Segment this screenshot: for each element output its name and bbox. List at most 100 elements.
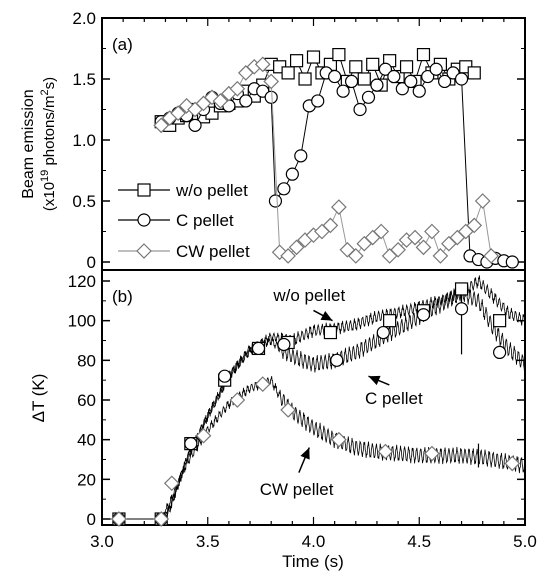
legend-marker xyxy=(136,243,152,259)
legend-label: w/o pellet xyxy=(175,181,248,200)
data-point xyxy=(390,241,406,258)
panel-b-x-tick-label: 3.0 xyxy=(90,532,114,551)
panel-b-x-tick-label: 4.5 xyxy=(407,532,431,551)
data-point xyxy=(438,74,452,89)
annotation: w/o pellet xyxy=(272,286,345,322)
panel-a-y-axis: 0 0.5 1.0 1.5 2.0 xyxy=(72,9,526,272)
data-point xyxy=(454,302,469,316)
data-point xyxy=(383,314,397,328)
panel-b-traces xyxy=(102,275,526,520)
data-point xyxy=(370,78,384,92)
data-point xyxy=(416,47,431,62)
data-point xyxy=(454,282,469,296)
panel-b-x-tick-label: 3.5 xyxy=(196,532,220,551)
data-point xyxy=(378,62,393,76)
data-point xyxy=(412,84,426,98)
data-point xyxy=(395,82,409,96)
data-point xyxy=(331,199,347,215)
panel-b-y-tick-label: 80 xyxy=(77,351,96,370)
data-point xyxy=(336,84,350,98)
data-point xyxy=(505,255,519,269)
data-point xyxy=(281,66,295,80)
data-point xyxy=(239,94,253,108)
panel-a-y-tick-label: 0.5 xyxy=(72,192,96,211)
data-point xyxy=(361,90,376,104)
data-point xyxy=(229,392,246,408)
data-point xyxy=(163,475,180,492)
data-point xyxy=(111,511,127,527)
data-point xyxy=(366,57,380,71)
data-point xyxy=(454,72,469,86)
arrowhead xyxy=(368,375,381,386)
data-point xyxy=(268,194,283,208)
series-diamond xyxy=(111,376,521,527)
legend-marker xyxy=(137,213,151,227)
data-point xyxy=(415,239,432,256)
data-point xyxy=(377,443,394,460)
ylabel-exp2: 2 xyxy=(39,89,51,95)
data-point xyxy=(212,93,229,109)
data-point xyxy=(421,69,435,84)
data-point xyxy=(424,445,440,462)
panel-b: 0 20 40 60 80 100 120 3.0 3.5 4.0 4.5 5.0 w/o pell… xyxy=(29,269,537,571)
panel-b-label: (b) xyxy=(112,287,133,306)
series-diamond xyxy=(153,56,500,264)
data-point xyxy=(280,248,296,264)
data-point xyxy=(218,369,232,383)
series-square xyxy=(154,47,481,132)
panel-a-y-tick-label: 1.0 xyxy=(72,131,96,150)
panel-b-x-label: Time (s) xyxy=(282,552,344,571)
legend-label: C pellet xyxy=(176,211,234,230)
data-point xyxy=(330,353,344,367)
data-point xyxy=(429,62,443,76)
data-point xyxy=(404,74,418,89)
data-point xyxy=(195,427,212,444)
data-point xyxy=(493,314,507,328)
panel-b-y-tick-label: 40 xyxy=(77,431,96,450)
legend-marker xyxy=(137,183,151,197)
data-point xyxy=(294,149,308,163)
data-point xyxy=(349,60,363,74)
data-point xyxy=(322,217,339,234)
ylabel-prefix: (x10 xyxy=(41,182,58,211)
data-point xyxy=(387,69,401,84)
data-point xyxy=(277,182,291,196)
panel-b-x-axis: 3.0 3.5 4.0 4.5 5.0 xyxy=(90,517,537,551)
panel-b-y-axis: 0 20 40 60 80 100 120 xyxy=(68,272,525,529)
data-point xyxy=(357,72,371,86)
data-point xyxy=(344,74,359,89)
panel-b-y-label: ΔT (K) xyxy=(29,374,48,423)
panel-b-y-tick-label: 100 xyxy=(68,312,96,331)
legend-label: CW pellet xyxy=(176,242,250,261)
data-point xyxy=(277,337,291,352)
data-point xyxy=(432,248,449,264)
panel-b-y-tick-label: 60 xyxy=(77,391,96,410)
data-point xyxy=(493,345,507,359)
data-point xyxy=(254,56,271,73)
data-point xyxy=(298,72,312,86)
data-point xyxy=(170,105,186,122)
data-point xyxy=(184,437,198,451)
panel-b-y-tick-label: 20 xyxy=(77,470,96,489)
panel-a-y-label-line2: (x1019 photons/m2s) xyxy=(39,77,58,211)
data-point xyxy=(474,193,491,209)
panel-a-y-tick-label: 2.0 xyxy=(72,9,96,28)
data-point xyxy=(288,239,305,256)
annotation-label: w/o pellet xyxy=(272,286,345,305)
ylabel-mid: photons/m xyxy=(41,95,58,169)
data-point xyxy=(416,308,431,322)
data-point xyxy=(153,511,170,527)
arrowhead xyxy=(320,311,333,321)
data-point xyxy=(332,47,346,62)
data-point xyxy=(263,73,280,90)
ylabel-exp: 19 xyxy=(39,170,51,182)
data-point xyxy=(399,60,414,74)
data-point xyxy=(331,431,347,448)
data-point xyxy=(285,167,299,181)
data-point xyxy=(373,223,390,240)
data-point xyxy=(251,341,266,356)
data-point xyxy=(504,455,521,472)
annotation: CW pellet xyxy=(260,447,334,499)
data-point xyxy=(311,94,325,108)
